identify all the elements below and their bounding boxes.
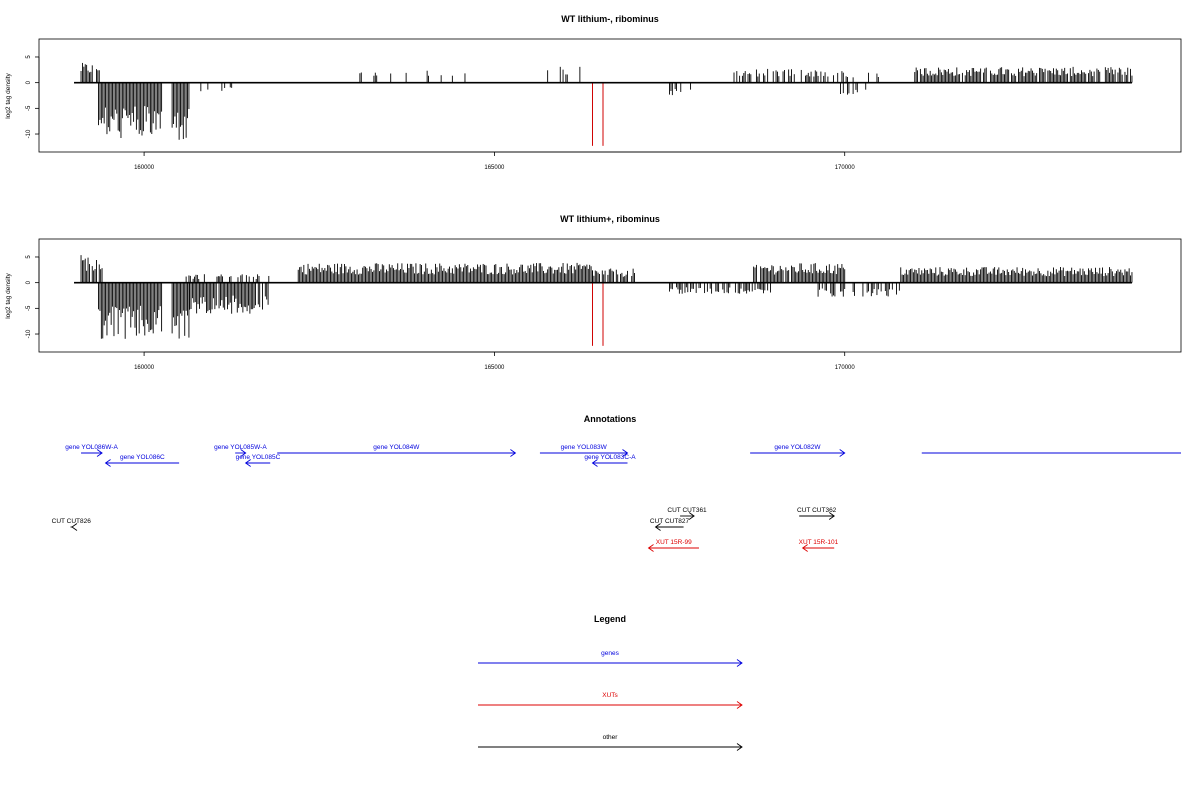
feature-arrow (647, 544, 699, 552)
legend-arrow (478, 701, 743, 709)
mark-lines (591, 82, 604, 146)
y-tick-label: -10 (26, 129, 32, 138)
y-tick-label: 5 (26, 55, 32, 59)
panel-title: WT lithium-, ribominus (561, 14, 659, 24)
feature-arrow (244, 459, 271, 467)
feature-label: CUT CUT827 (650, 518, 690, 525)
x-tick-label: 165000 (484, 165, 505, 171)
x-tick-label: 160000 (134, 365, 155, 371)
legend-item: XUTs (478, 692, 743, 709)
annotation-feature: gene YOL086C (104, 454, 180, 467)
y-tick-label: -5 (26, 105, 32, 111)
legend-arrow (478, 659, 743, 667)
feature-label: gene YOL084W (373, 444, 420, 451)
density-bars (80, 255, 1133, 339)
feature-label: CUT CUT826 (52, 518, 92, 525)
feature-arrow (801, 544, 835, 552)
legend-item: genes (478, 650, 743, 667)
y-axis: -10 -5 0 5 (26, 255, 40, 338)
legend-label: XUTs (602, 692, 618, 699)
feature-label: gene YOL085C (236, 454, 281, 461)
y-tick-label: 0 (26, 280, 32, 284)
feature-label: gene YOL086C (120, 454, 165, 461)
feature-label: gene YOL082W (774, 444, 821, 451)
x-axis: 160000 165000 170000 (134, 151, 856, 171)
density-panel-lithium-plus: WT lithium+, ribominus log2 tag density … (5, 214, 1182, 371)
annotation-feature: XUT 15R-99 (647, 539, 699, 552)
annotation-feature: gene YOL083W (539, 444, 629, 457)
feature-label: gene YOL083W (561, 444, 608, 451)
annotations-title: Annotations (584, 414, 637, 424)
annotation-feature: gene YOL082W (750, 444, 846, 457)
feature-label: CUT CUT362 (797, 507, 837, 514)
annotation-feature: CUT CUT827 (650, 518, 690, 531)
legend-arrow (478, 743, 743, 751)
y-tick-label: -10 (26, 329, 32, 338)
density-bars (80, 62, 1133, 140)
legend-items: genes XUTs other (478, 650, 743, 751)
feature-label: XUT 15R-99 (656, 539, 692, 546)
annotation-feature: CUT CUT361 (667, 507, 707, 520)
feature-arrow (277, 449, 517, 457)
x-tick-label: 170000 (835, 365, 856, 371)
annotation-feature: gene YOL083C-A (584, 454, 636, 467)
density-panel-lithium-minus: WT lithium-, ribominus log2 tag density … (5, 14, 1182, 171)
y-tick-label: -5 (26, 305, 32, 311)
feature-arrow (799, 512, 835, 520)
feature-arrow (104, 459, 180, 467)
mark-lines (591, 282, 604, 346)
x-tick-label: 160000 (134, 165, 155, 171)
annotation-feature: gene YOL084W (277, 444, 517, 457)
feature-arrow (591, 459, 628, 467)
feature-arrow (750, 449, 846, 457)
feature-arrow (235, 449, 247, 457)
feature-arrow (654, 523, 684, 531)
legend: Legend genes XUTs other (478, 614, 743, 751)
y-tick-label: 0 (26, 80, 32, 84)
x-tick-label: 170000 (835, 165, 856, 171)
x-axis: 160000 165000 170000 (134, 351, 856, 371)
y-tick-label: 5 (26, 255, 32, 259)
y-axis: -10 -5 0 5 (26, 55, 40, 138)
annotation-feature: gene YOL085C (236, 454, 281, 467)
feature-label: gene YOL086W-A (65, 444, 118, 451)
feature-label: CUT CUT361 (667, 507, 707, 514)
legend-label: genes (601, 650, 619, 657)
panel-title: WT lithium+, ribominus (560, 214, 660, 224)
legend-label: other (603, 734, 619, 741)
annotation-feature: XUT 15R-101 (799, 539, 839, 552)
feature-label: XUT 15R-101 (799, 539, 839, 546)
feature-arrow (680, 512, 695, 520)
legend-title: Legend (594, 614, 626, 624)
x-tick-label: 165000 (484, 365, 505, 371)
legend-item: other (478, 734, 743, 751)
feature-arrow (539, 449, 629, 457)
feature-label: gene YOL085W-A (214, 444, 267, 451)
y-axis-label: log2 tag density (5, 272, 12, 318)
feature-arrow (70, 523, 78, 531)
feature-arrow (81, 449, 103, 457)
annotation-feature: gene YOL086W-A (65, 444, 118, 457)
annotation-feature: CUT CUT362 (797, 507, 837, 520)
annotation-feature: gene YOL085W-A (214, 444, 267, 457)
feature-label: gene YOL083C-A (584, 454, 636, 461)
y-axis-label: log2 tag density (5, 72, 12, 118)
annotation-feature: CUT CUT826 (52, 518, 92, 531)
